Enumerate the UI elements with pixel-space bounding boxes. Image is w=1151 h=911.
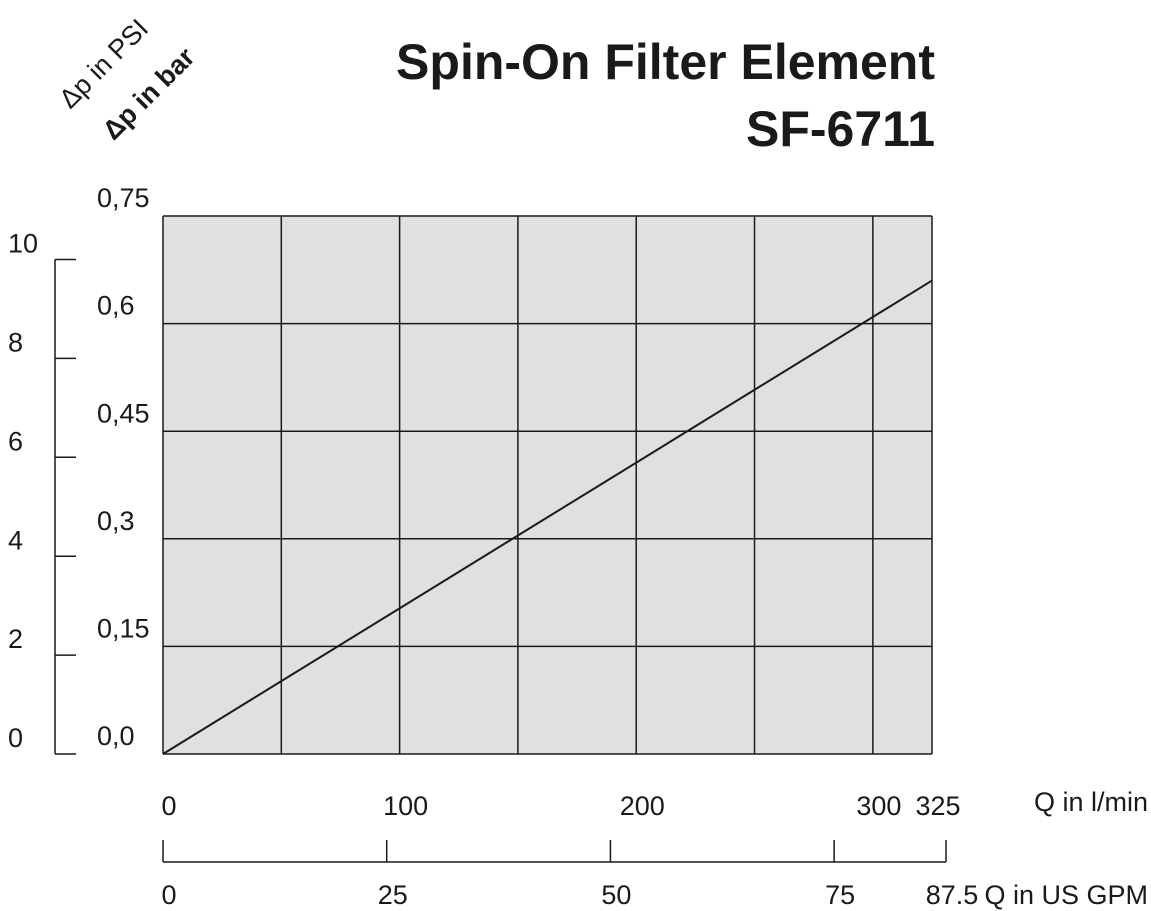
y2-tick-label: 8	[8, 328, 23, 358]
chart-title: Spin-On Filter Element	[396, 34, 935, 90]
y-tick-label: 0,0	[97, 721, 135, 751]
x2-axis-label: Q in US GPM	[984, 880, 1148, 910]
y2-tick-label: 10	[8, 229, 38, 259]
x-tick-label: 300	[856, 791, 901, 821]
y-tick-label: 0,75	[97, 183, 150, 213]
x-tick-label: 0	[161, 791, 176, 821]
x2-tick-label: 87.5	[926, 880, 979, 910]
x-tick-label: 325	[915, 791, 960, 821]
y2-tick-label: 4	[8, 525, 23, 555]
x2-tick-label: 0	[161, 880, 176, 910]
y-tick-label: 0,15	[97, 614, 150, 644]
chart-subtitle: SF-6711	[746, 101, 935, 157]
y-tick-label: 0,45	[97, 398, 150, 428]
y-tick-label: 0,6	[97, 291, 135, 321]
x2-tick-label: 50	[601, 880, 631, 910]
x-tick-label: 200	[620, 791, 665, 821]
x-axis-label: Q in l/min	[1034, 787, 1148, 817]
y2-tick-label: 2	[8, 624, 23, 654]
plot-area	[163, 216, 932, 754]
data-line	[162, 279, 933, 755]
y2-tick-label: 6	[8, 426, 23, 456]
y-tick-label: 0,3	[97, 506, 135, 536]
x2-tick-label: 25	[378, 880, 408, 910]
y2-tick-label: 0	[8, 723, 23, 753]
x-tick-label: 100	[383, 791, 428, 821]
x2-tick-label: 75	[825, 880, 855, 910]
